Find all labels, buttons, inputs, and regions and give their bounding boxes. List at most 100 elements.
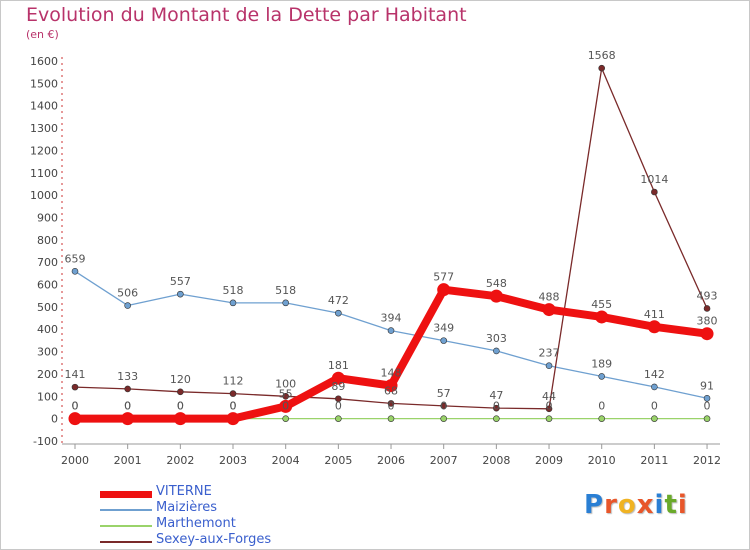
data-label-marthemont: 0: [177, 400, 184, 413]
logo-letter: P: [584, 490, 605, 520]
data-label-sexey-aux-forges: 1014: [640, 173, 668, 186]
data-label-maizieres: 142: [644, 368, 665, 381]
x-tick-label: 2007: [430, 454, 458, 467]
data-label-viterne: 577: [433, 271, 454, 284]
legend-label-viterne: VITERNE: [156, 484, 212, 499]
legend-item-marthemont: Marthemont: [100, 516, 360, 532]
data-label-viterne: 488: [539, 291, 560, 304]
data-label-maizieres: 472: [328, 294, 349, 307]
x-tick-label: 2000: [61, 454, 89, 467]
data-label-maizieres: 91: [700, 379, 714, 392]
chart-title: Evolution du Montant de la Dette par Hab…: [26, 4, 467, 26]
point-marthemont: [545, 415, 553, 422]
data-label-maizieres: 303: [486, 332, 507, 345]
point-viterne: [173, 412, 187, 426]
data-label-viterne: 548: [486, 277, 507, 290]
legend-swatch-viterne: [100, 491, 152, 498]
logo-letter: i: [677, 490, 688, 520]
legend-swatch-maizieres: [100, 509, 152, 511]
data-label-viterne: 0: [124, 400, 131, 413]
data-label-maizieres: 506: [117, 287, 138, 300]
point-viterne: [437, 283, 451, 297]
y-tick-label: 1300: [30, 122, 58, 135]
y-tick-label: 900: [37, 211, 58, 224]
legend-swatch-sexey: [100, 541, 152, 543]
data-label-maizieres: 557: [170, 275, 191, 288]
data-label-marthemont: 0: [651, 400, 658, 413]
legend-label-marthemont: Marthemont: [156, 516, 236, 531]
data-label-maizieres: 189: [591, 357, 612, 370]
data-label-marthemont: 0: [493, 400, 500, 413]
data-label-viterne: 55: [279, 387, 293, 400]
y-tick-label: 1200: [30, 144, 58, 157]
data-label-sexey-aux-forges: 47: [489, 389, 503, 402]
data-label-marthemont: 0: [704, 400, 711, 413]
legend-swatch-marthemont: [100, 525, 152, 527]
x-tick-label: 2009: [535, 454, 563, 467]
point-marthemont: [282, 415, 289, 422]
data-label-maizieres: 349: [433, 322, 454, 335]
point-maizieres: [651, 383, 658, 391]
point-viterne: [595, 310, 609, 324]
point-viterne: [384, 379, 398, 393]
data-label-sexey-aux-forges: 1568: [588, 49, 616, 62]
point-sexey-aux-forges: [229, 390, 237, 397]
x-tick-label: 2005: [324, 454, 352, 467]
x-tick-label: 2008: [482, 454, 510, 467]
data-label-maizieres: 518: [223, 284, 244, 297]
data-label-maizieres: 237: [539, 347, 560, 360]
point-sexey-aux-forges: [545, 405, 553, 413]
data-label-marthemont: 0: [230, 400, 237, 413]
point-sexey-aux-forges: [124, 385, 131, 393]
y-tick-label: 100: [37, 390, 58, 403]
y-tick-label: 0: [51, 413, 58, 426]
data-label-viterne: 0: [177, 400, 184, 413]
data-label-sexey-aux-forges: 493: [697, 289, 718, 302]
point-marthemont: [440, 415, 447, 422]
point-maizieres: [387, 327, 395, 334]
x-tick-label: 2001: [114, 454, 142, 467]
point-viterne: [700, 327, 714, 341]
data-label-marthemont: 0: [440, 400, 447, 413]
point-sexey-aux-forges: [177, 388, 184, 396]
point-maizieres: [703, 395, 711, 402]
point-maizieres: [71, 268, 79, 275]
data-label-marthemont: 0: [598, 400, 605, 413]
point-marthemont: [335, 415, 342, 422]
y-tick-label: 1400: [30, 100, 58, 113]
data-label-viterne: 380: [697, 315, 718, 328]
point-maizieres: [177, 290, 184, 298]
point-maizieres: [229, 299, 237, 307]
point-maizieres: [545, 362, 553, 369]
y-tick-label: 1600: [30, 55, 58, 68]
proxiti-logo: Proxiti: [584, 490, 688, 520]
data-label-sexey-aux-forges: 120: [170, 373, 191, 386]
data-label-marthemont: 0: [546, 400, 553, 413]
data-label-maizieres: 518: [275, 284, 296, 297]
data-label-sexey-aux-forges: 68: [384, 384, 398, 397]
data-labels: 659 506 557 518 518 472 394 349 303 237 189 142 91 14…: [65, 49, 718, 412]
data-label-marthemont: 0: [388, 400, 395, 413]
logo-letter: o: [617, 490, 637, 520]
y-tick-label: -100: [33, 435, 58, 448]
point-maizieres: [598, 373, 606, 380]
data-label-sexey-aux-forges: 44: [542, 390, 556, 403]
data-label-sexey-aux-forges: 112: [223, 375, 244, 388]
data-label-viterne: 0: [230, 400, 237, 413]
data-label-marthemont: 0: [124, 400, 131, 413]
point-viterne: [279, 399, 293, 413]
point-viterne: [647, 320, 661, 334]
x-tick-label: 2011: [640, 454, 668, 467]
data-label-marthemont: 0: [282, 400, 289, 413]
y-tick-label: 1100: [30, 167, 58, 180]
point-maizieres: [282, 299, 289, 307]
point-maizieres: [493, 347, 500, 355]
logo-letter: r: [604, 490, 618, 520]
point-marthemont: [387, 415, 395, 422]
chart-subtitle: (en €): [26, 28, 59, 41]
logo-letter: x: [636, 490, 655, 520]
point-sexey-aux-forges: [282, 392, 289, 400]
point-viterne: [226, 412, 240, 426]
data-label-viterne: 148: [381, 367, 402, 380]
data-label-maizieres: 659: [65, 252, 86, 265]
